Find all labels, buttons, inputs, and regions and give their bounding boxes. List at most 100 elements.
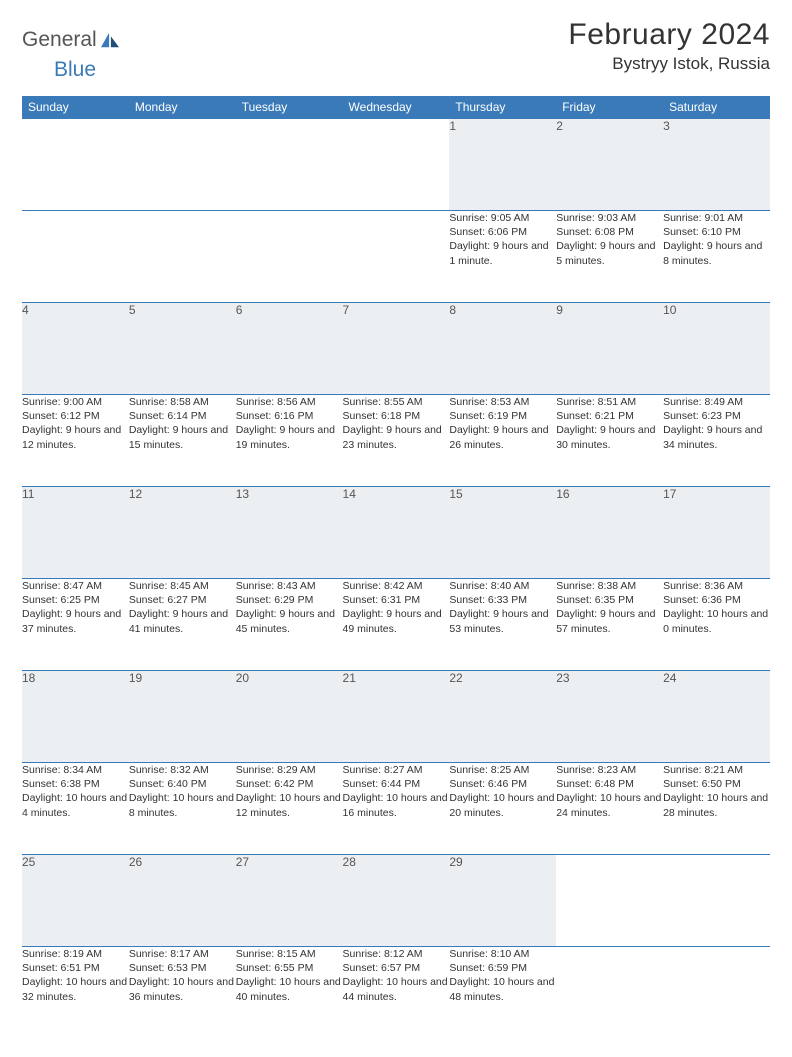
week-number-row: 11121314151617 — [22, 487, 770, 579]
day-detail-cell: Sunrise: 8:40 AMSunset: 6:33 PMDaylight:… — [449, 579, 556, 671]
daylight-line: Daylight: 10 hours and 32 minutes. — [22, 975, 129, 1003]
week-detail-row: Sunrise: 9:00 AMSunset: 6:12 PMDaylight:… — [22, 395, 770, 487]
sunrise-line: Sunrise: 8:40 AM — [449, 579, 556, 593]
sunrise-line: Sunrise: 8:49 AM — [663, 395, 770, 409]
daylight-line: Daylight: 10 hours and 20 minutes. — [449, 791, 556, 819]
day-detail-cell: Sunrise: 9:05 AMSunset: 6:06 PMDaylight:… — [449, 211, 556, 303]
calendar-header-row: SundayMondayTuesdayWednesdayThursdayFrid… — [22, 96, 770, 119]
sunrise-line: Sunrise: 8:55 AM — [343, 395, 450, 409]
day-detail-cell: Sunrise: 8:38 AMSunset: 6:35 PMDaylight:… — [556, 579, 663, 671]
day-detail-cell — [129, 211, 236, 303]
day-number-cell: 21 — [343, 671, 450, 763]
day-detail-cell: Sunrise: 8:10 AMSunset: 6:59 PMDaylight:… — [449, 947, 556, 1039]
sunset-line: Sunset: 6:51 PM — [22, 961, 129, 975]
day-number-cell: 2 — [556, 119, 663, 211]
day-number-cell: 1 — [449, 119, 556, 211]
daylight-line: Daylight: 9 hours and 30 minutes. — [556, 423, 663, 451]
day-number-cell — [663, 855, 770, 947]
sunrise-line: Sunrise: 8:38 AM — [556, 579, 663, 593]
day-number-cell: 26 — [129, 855, 236, 947]
sunrise-line: Sunrise: 8:42 AM — [343, 579, 450, 593]
sunrise-line: Sunrise: 8:32 AM — [129, 763, 236, 777]
sunrise-line: Sunrise: 9:00 AM — [22, 395, 129, 409]
day-number-cell: 11 — [22, 487, 129, 579]
sunrise-line: Sunrise: 8:23 AM — [556, 763, 663, 777]
week-detail-row: Sunrise: 8:47 AMSunset: 6:25 PMDaylight:… — [22, 579, 770, 671]
day-detail-cell: Sunrise: 8:29 AMSunset: 6:42 PMDaylight:… — [236, 763, 343, 855]
daylight-line: Daylight: 9 hours and 19 minutes. — [236, 423, 343, 451]
sunset-line: Sunset: 6:53 PM — [129, 961, 236, 975]
sunset-line: Sunset: 6:36 PM — [663, 593, 770, 607]
day-number-cell: 22 — [449, 671, 556, 763]
daylight-line: Daylight: 10 hours and 12 minutes. — [236, 791, 343, 819]
sunset-line: Sunset: 6:10 PM — [663, 225, 770, 239]
day-number-cell — [236, 119, 343, 211]
day-detail-cell: Sunrise: 8:49 AMSunset: 6:23 PMDaylight:… — [663, 395, 770, 487]
day-number-cell: 7 — [343, 303, 450, 395]
sunset-line: Sunset: 6:08 PM — [556, 225, 663, 239]
week-detail-row: Sunrise: 9:05 AMSunset: 6:06 PMDaylight:… — [22, 211, 770, 303]
day-number-cell: 14 — [343, 487, 450, 579]
sunrise-line: Sunrise: 9:01 AM — [663, 211, 770, 225]
day-number-cell: 12 — [129, 487, 236, 579]
sunset-line: Sunset: 6:48 PM — [556, 777, 663, 791]
daylight-line: Daylight: 10 hours and 36 minutes. — [129, 975, 236, 1003]
day-header: Wednesday — [343, 96, 450, 119]
daylight-line: Daylight: 9 hours and 5 minutes. — [556, 239, 663, 267]
sunrise-line: Sunrise: 8:19 AM — [22, 947, 129, 961]
month-title: February 2024 — [568, 18, 770, 52]
sunset-line: Sunset: 6:59 PM — [449, 961, 556, 975]
sunset-line: Sunset: 6:46 PM — [449, 777, 556, 791]
sunrise-line: Sunrise: 8:10 AM — [449, 947, 556, 961]
sunset-line: Sunset: 6:40 PM — [129, 777, 236, 791]
daylight-line: Daylight: 9 hours and 12 minutes. — [22, 423, 129, 451]
day-number-cell: 29 — [449, 855, 556, 947]
day-detail-cell: Sunrise: 8:12 AMSunset: 6:57 PMDaylight:… — [343, 947, 450, 1039]
sunrise-line: Sunrise: 8:51 AM — [556, 395, 663, 409]
sunset-line: Sunset: 6:27 PM — [129, 593, 236, 607]
sunset-line: Sunset: 6:25 PM — [22, 593, 129, 607]
day-detail-cell: Sunrise: 8:55 AMSunset: 6:18 PMDaylight:… — [343, 395, 450, 487]
day-number-cell: 27 — [236, 855, 343, 947]
sunset-line: Sunset: 6:44 PM — [343, 777, 450, 791]
calendar-table: SundayMondayTuesdayWednesdayThursdayFrid… — [22, 96, 770, 1039]
day-detail-cell: Sunrise: 8:47 AMSunset: 6:25 PMDaylight:… — [22, 579, 129, 671]
sunset-line: Sunset: 6:42 PM — [236, 777, 343, 791]
sunset-line: Sunset: 6:21 PM — [556, 409, 663, 423]
day-detail-cell — [556, 947, 663, 1039]
day-detail-cell — [663, 947, 770, 1039]
sail-icon — [99, 31, 121, 49]
week-detail-row: Sunrise: 8:34 AMSunset: 6:38 PMDaylight:… — [22, 763, 770, 855]
sunrise-line: Sunrise: 8:34 AM — [22, 763, 129, 777]
week-number-row: 18192021222324 — [22, 671, 770, 763]
daylight-line: Daylight: 10 hours and 24 minutes. — [556, 791, 663, 819]
day-header: Friday — [556, 96, 663, 119]
sunset-line: Sunset: 6:16 PM — [236, 409, 343, 423]
brand-logo: General — [22, 18, 123, 52]
day-detail-cell — [22, 211, 129, 303]
sunrise-line: Sunrise: 8:43 AM — [236, 579, 343, 593]
day-detail-cell: Sunrise: 8:17 AMSunset: 6:53 PMDaylight:… — [129, 947, 236, 1039]
daylight-line: Daylight: 9 hours and 15 minutes. — [129, 423, 236, 451]
sunrise-line: Sunrise: 8:12 AM — [343, 947, 450, 961]
daylight-line: Daylight: 9 hours and 8 minutes. — [663, 239, 770, 267]
daylight-line: Daylight: 10 hours and 44 minutes. — [343, 975, 450, 1003]
sunset-line: Sunset: 6:33 PM — [449, 593, 556, 607]
day-number-cell: 3 — [663, 119, 770, 211]
day-number-cell: 23 — [556, 671, 663, 763]
day-number-cell: 25 — [22, 855, 129, 947]
location-label: Bystryy Istok, Russia — [568, 54, 770, 74]
day-detail-cell: Sunrise: 8:51 AMSunset: 6:21 PMDaylight:… — [556, 395, 663, 487]
day-number-cell: 18 — [22, 671, 129, 763]
daylight-line: Daylight: 10 hours and 4 minutes. — [22, 791, 129, 819]
day-detail-cell — [236, 211, 343, 303]
sunset-line: Sunset: 6:35 PM — [556, 593, 663, 607]
sunset-line: Sunset: 6:38 PM — [22, 777, 129, 791]
sunrise-line: Sunrise: 9:03 AM — [556, 211, 663, 225]
day-detail-cell: Sunrise: 8:21 AMSunset: 6:50 PMDaylight:… — [663, 763, 770, 855]
day-number-cell: 10 — [663, 303, 770, 395]
sunset-line: Sunset: 6:50 PM — [663, 777, 770, 791]
day-detail-cell: Sunrise: 8:32 AMSunset: 6:40 PMDaylight:… — [129, 763, 236, 855]
week-number-row: 2526272829 — [22, 855, 770, 947]
sunrise-line: Sunrise: 8:25 AM — [449, 763, 556, 777]
